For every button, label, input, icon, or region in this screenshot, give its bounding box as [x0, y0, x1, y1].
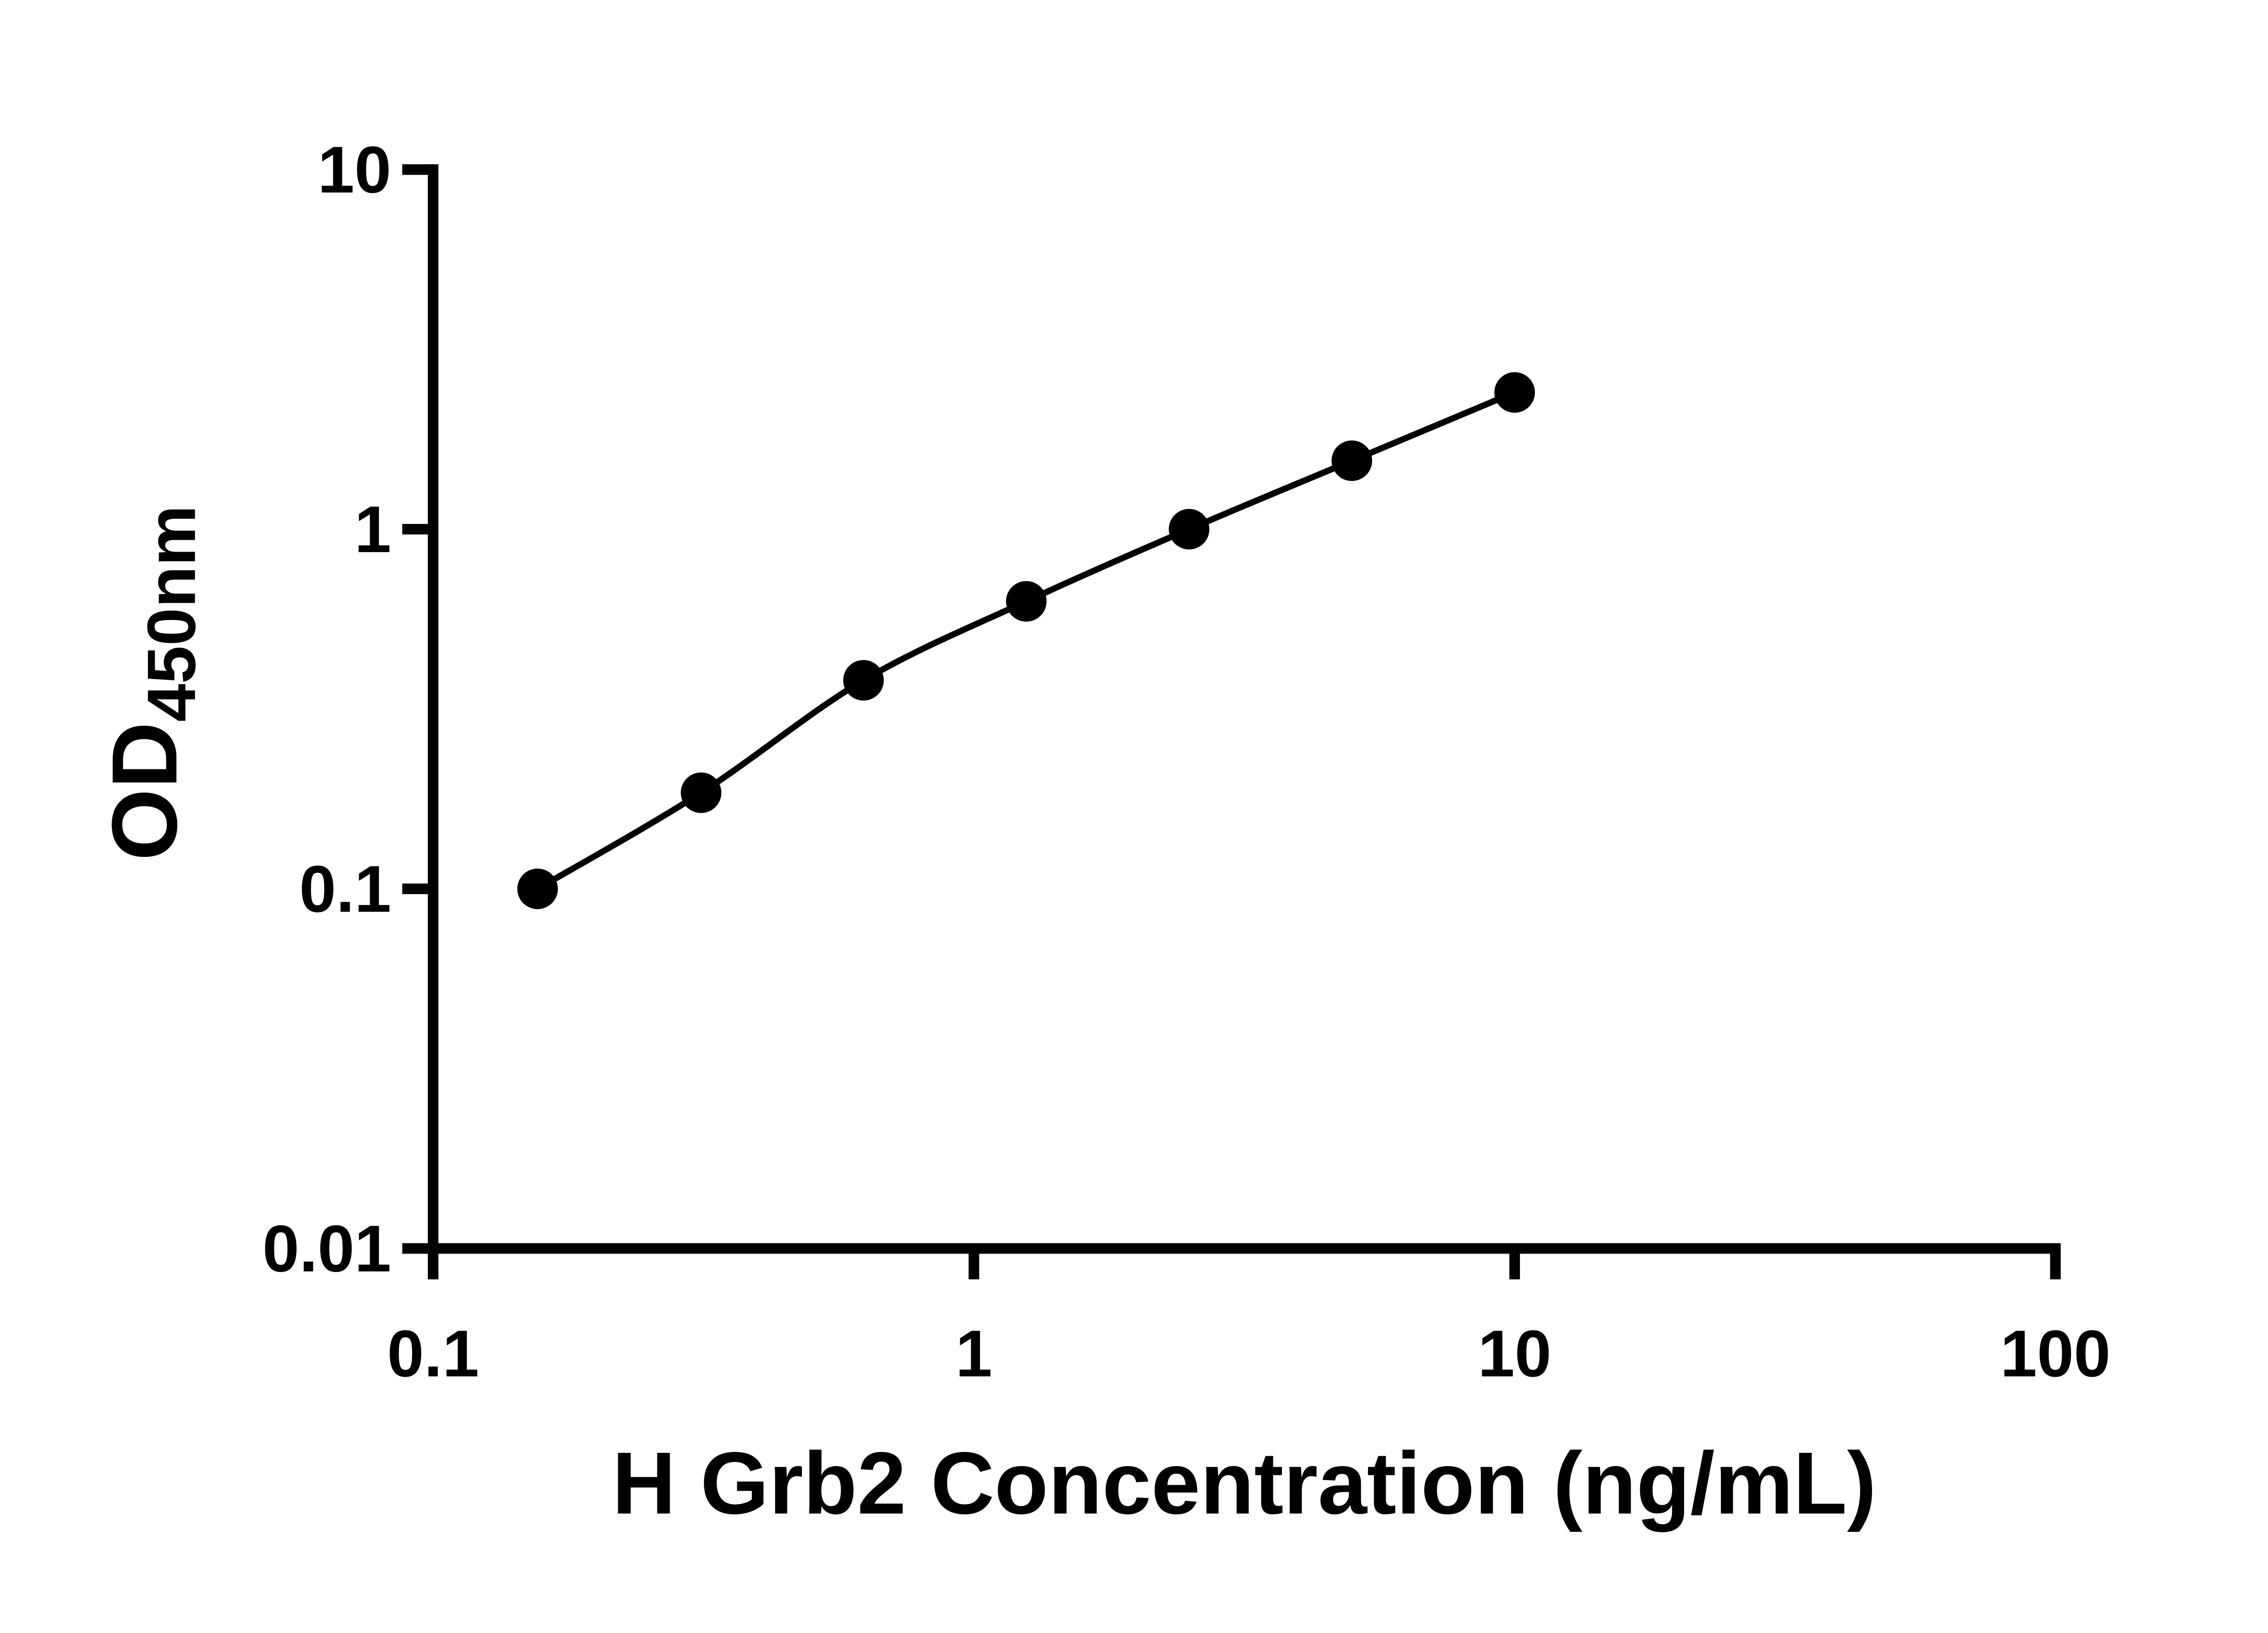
y-tick-label: 0.1 [299, 852, 391, 926]
y-axis-title: OD450nm [93, 505, 210, 861]
y-tick-label: 10 [318, 132, 391, 206]
y-tick-label: 0.01 [263, 1212, 391, 1286]
plot-area [517, 372, 1535, 909]
x-axis-title: H Grb2 Concentration (ng/mL) [612, 1434, 1876, 1532]
axes: 0.1 1 10 100 0.01 0.1 1 10 [263, 132, 2111, 1390]
y-axis-title-main: OD [93, 722, 196, 861]
axis-spine [428, 164, 2061, 1254]
x-tick-label: 10 [1478, 1316, 1551, 1390]
data-point [1006, 581, 1047, 622]
x-tick-label: 0.1 [387, 1316, 479, 1390]
y-axis-title-subscript: 450nm [133, 505, 210, 722]
data-point [843, 660, 884, 701]
data-point [1331, 440, 1372, 481]
y-axis-title-text: OD450nm [93, 505, 210, 861]
elisa-standard-curve-chart: 0.1 1 10 100 0.01 0.1 1 10 H Grb2 Concentration… [93, 132, 2111, 1532]
data-point [1494, 372, 1535, 413]
x-tick-label: 1 [955, 1316, 992, 1390]
y-tick-label: 1 [354, 492, 391, 566]
data-point [1168, 508, 1210, 550]
data-point [680, 772, 722, 813]
data-point [517, 868, 558, 909]
x-tick-label: 100 [2000, 1316, 2111, 1390]
